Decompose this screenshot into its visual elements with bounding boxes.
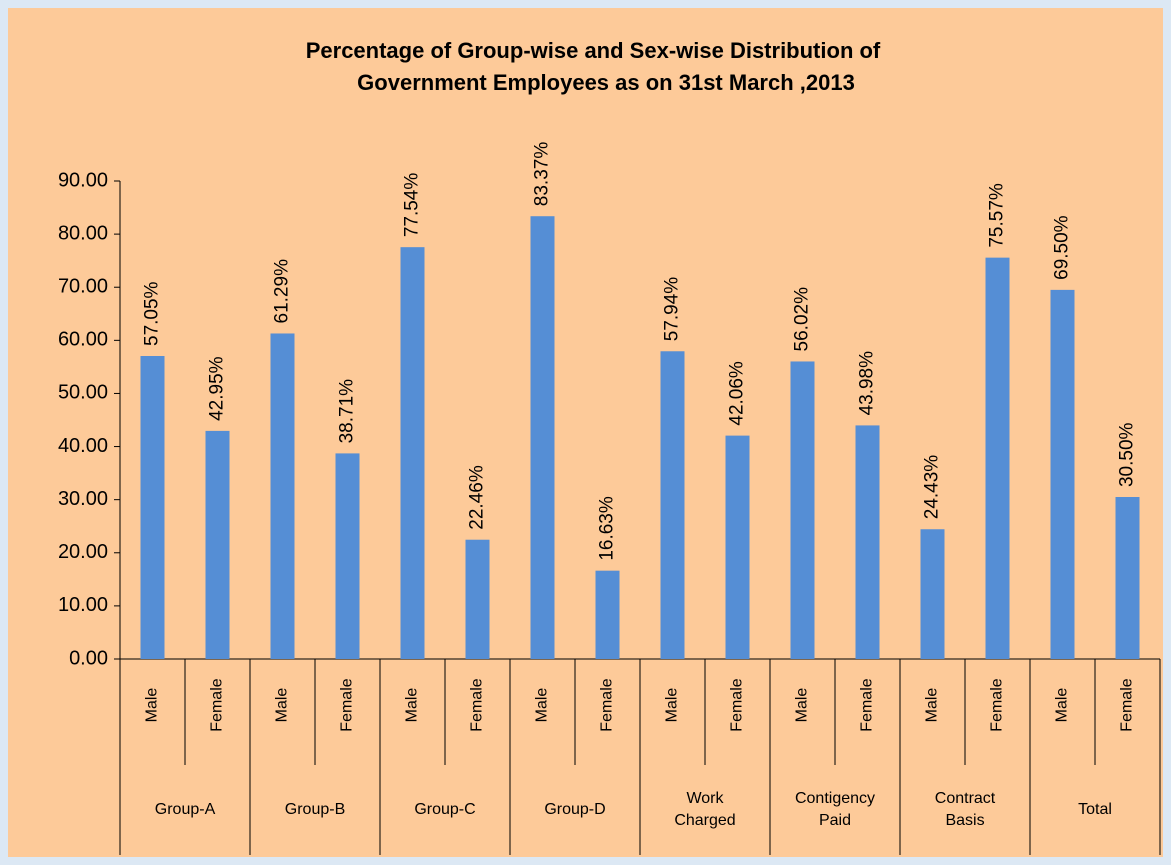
group-label: Group-B [284,801,346,818]
bar [920,529,945,659]
bar [725,435,750,659]
value-label: 42.95% [207,356,228,421]
x-tick-label: Male [404,688,421,723]
bar [335,453,360,659]
bar [465,539,490,659]
y-tick-label: 50.00 [58,382,108,404]
bar [855,425,880,659]
bar [270,333,295,659]
x-tick-label: Female [1119,678,1136,731]
value-label: 24.43% [922,455,943,520]
value-label: 42.06% [727,361,748,426]
x-tick-label: Female [469,678,486,731]
x-tick-label: Female [729,678,746,731]
x-tick-label: Male [144,688,161,723]
x-tick-label: Female [339,678,356,731]
value-label: 56.02% [792,287,813,352]
chart-title: Percentage of Group-wise and Sex-wise Di… [306,38,881,63]
group-label: Contigency Paid [794,790,876,829]
bar [530,216,555,660]
bar [140,356,165,659]
group-label: Contract Basis [934,790,996,829]
x-tick-label: Female [599,678,616,731]
x-tick-label: Female [989,678,1006,731]
group-label: Work Charged [674,790,736,829]
group-label: Group-A [154,801,216,818]
value-label: 77.54% [402,173,423,238]
bar [1050,289,1075,659]
bar [985,257,1010,659]
y-tick-label: 30.00 [58,488,108,510]
y-tick-label: 70.00 [58,276,108,298]
group-label: Group-D [544,801,606,818]
bar [1115,497,1140,659]
value-label: 30.50% [1117,422,1138,487]
x-tick-label: Male [924,688,941,723]
x-tick-label: Male [1054,688,1071,723]
value-label: 57.05% [142,281,163,346]
group-label: Total [1078,801,1112,818]
bar [660,351,685,659]
value-label: 61.29% [272,259,293,324]
value-label: 22.46% [467,465,488,530]
y-tick-label: 80.00 [58,222,108,244]
x-tick-label: Female [859,678,876,731]
value-label: 75.57% [987,183,1008,248]
bar [205,430,230,659]
x-tick-label: Female [209,678,226,731]
value-label: 43.98% [857,351,878,416]
bar [400,247,425,659]
x-tick-label: Male [794,688,811,723]
y-tick-label: 10.00 [58,594,108,616]
bar [790,361,815,659]
y-tick-label: 0.00 [69,647,108,669]
chart-title: Government Employees as on 31st March ,2… [357,70,855,95]
value-label: 69.50% [1052,215,1073,280]
value-label: 38.71% [337,379,358,444]
y-tick-label: 20.00 [58,541,108,563]
x-tick-label: Male [664,688,681,723]
value-label: 57.94% [662,277,683,342]
bar [595,570,620,659]
group-label: Group-C [414,801,476,818]
value-label: 83.37% [532,142,553,207]
value-label: 16.63% [597,496,618,561]
y-tick-label: 90.00 [58,169,108,191]
y-tick-label: 40.00 [58,435,108,457]
chart-area [8,8,1163,857]
y-tick-label: 60.00 [58,329,108,351]
x-tick-label: Male [274,688,291,723]
x-tick-label: Male [534,688,551,723]
